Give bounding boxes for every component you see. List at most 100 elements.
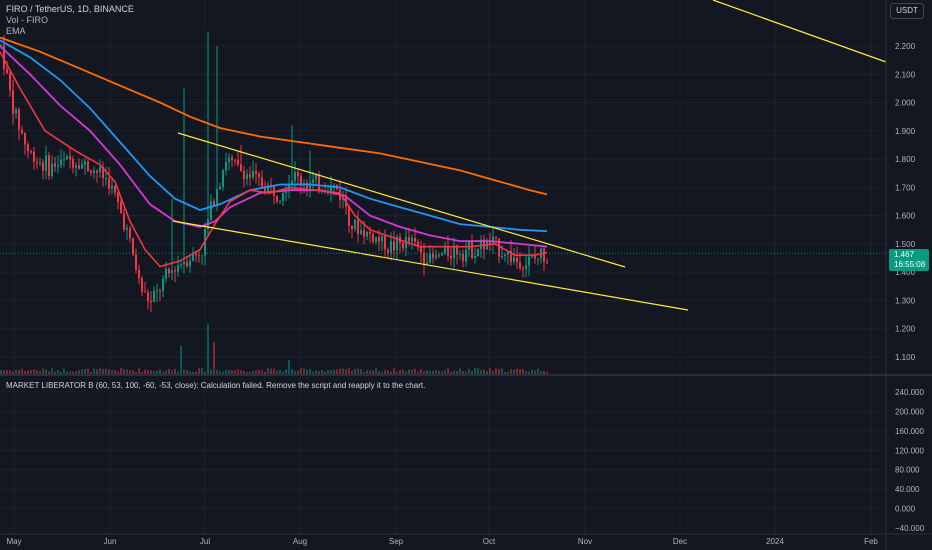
volume-bar bbox=[438, 370, 440, 374]
volume-bar bbox=[282, 371, 284, 374]
candle-body bbox=[126, 227, 128, 230]
volume-bar bbox=[477, 368, 479, 374]
volume-legend[interactable]: Vol - FIRO bbox=[6, 15, 49, 25]
volume-bar bbox=[81, 368, 83, 374]
candle-body bbox=[141, 278, 143, 292]
candle-body bbox=[435, 255, 437, 259]
volume-bar bbox=[84, 369, 86, 374]
candle-body bbox=[24, 133, 26, 145]
candle-body bbox=[21, 129, 23, 134]
candle-body bbox=[201, 255, 203, 257]
volume-bar bbox=[408, 369, 410, 374]
candle-body bbox=[165, 268, 167, 279]
volume-bar bbox=[174, 368, 176, 374]
candle-body bbox=[267, 184, 269, 192]
volume-bar bbox=[348, 368, 350, 374]
candle-body bbox=[171, 270, 173, 274]
volume-bar bbox=[513, 369, 515, 374]
candle-body bbox=[456, 245, 458, 255]
candle-body bbox=[240, 164, 242, 171]
indicator-tick-label: 240.000 bbox=[895, 388, 924, 397]
time-tick-label: Nov bbox=[578, 537, 592, 546]
time-tick-label: Jul bbox=[200, 537, 210, 546]
volume-bar bbox=[540, 371, 542, 374]
candle-body bbox=[51, 163, 53, 177]
candle-body bbox=[225, 162, 227, 171]
volume-bar bbox=[378, 371, 380, 374]
candle-body bbox=[228, 157, 230, 163]
price-tick-label: 1.200 bbox=[895, 325, 916, 334]
volume-bar bbox=[120, 368, 122, 374]
candle-body bbox=[402, 243, 404, 249]
candle-body bbox=[162, 278, 164, 291]
volume-bar bbox=[45, 369, 47, 374]
volume-bar bbox=[225, 369, 227, 374]
volume-bar bbox=[72, 371, 74, 374]
volume-bar bbox=[465, 371, 467, 374]
volume-bar bbox=[546, 371, 548, 374]
volume-bar bbox=[135, 371, 137, 374]
volume-bar bbox=[228, 370, 230, 374]
price-tick-label: 1.300 bbox=[895, 296, 916, 305]
indicator-tick-label: 120.000 bbox=[895, 446, 924, 455]
volume-bar bbox=[489, 368, 491, 374]
candle-body bbox=[150, 301, 152, 303]
volume-bar bbox=[3, 370, 5, 374]
candle-body bbox=[111, 185, 113, 189]
volume-bar bbox=[522, 368, 524, 374]
lower-trendline bbox=[172, 220, 689, 311]
candle-body bbox=[279, 200, 281, 202]
candle-body bbox=[84, 161, 86, 165]
volume-bar bbox=[363, 371, 365, 374]
volume-bar bbox=[345, 369, 347, 374]
trendlines[interactable] bbox=[172, 0, 887, 311]
volume-bar bbox=[507, 371, 509, 374]
indicator-tick-label: 80.000 bbox=[895, 466, 920, 475]
candle-body bbox=[420, 246, 422, 253]
volume-bar bbox=[327, 369, 329, 374]
ema-mid-line bbox=[0, 45, 548, 248]
volume-bar bbox=[111, 370, 113, 374]
candle-body bbox=[525, 265, 527, 269]
volume-bar bbox=[75, 371, 77, 374]
volume-bar bbox=[57, 370, 59, 374]
candle-body bbox=[63, 159, 65, 161]
candle-body bbox=[147, 292, 149, 302]
volume-bar bbox=[423, 371, 425, 374]
candle-body bbox=[285, 190, 287, 194]
volume-bar bbox=[132, 370, 134, 374]
volume-bar bbox=[303, 368, 305, 374]
symbol-title[interactable]: FIRO / TetherUS, 1D, BINANCE bbox=[6, 4, 134, 14]
volume-bar bbox=[333, 369, 335, 374]
ema-legend[interactable]: EMA bbox=[6, 26, 26, 36]
volume-bar bbox=[312, 371, 314, 374]
candle-body bbox=[90, 171, 92, 173]
candle-body bbox=[510, 251, 512, 262]
volume-bar bbox=[405, 371, 407, 374]
candle-body bbox=[450, 255, 452, 259]
volume-bar bbox=[291, 368, 293, 374]
candle-body bbox=[495, 236, 497, 239]
volume-bar bbox=[435, 369, 437, 374]
volume-bar bbox=[486, 370, 488, 374]
currency-button[interactable]: USDT bbox=[890, 3, 924, 19]
candle-body bbox=[375, 237, 377, 242]
volume-bar bbox=[330, 370, 332, 374]
volume-bar bbox=[273, 368, 275, 374]
candle-body bbox=[291, 180, 293, 185]
price-tick-label: 1.600 bbox=[895, 212, 916, 221]
volume-bar bbox=[315, 370, 317, 374]
candle-body bbox=[18, 109, 20, 130]
candle-body bbox=[546, 261, 548, 263]
volume-bar bbox=[411, 369, 413, 374]
price-tick-label: 2.200 bbox=[895, 42, 916, 51]
candle-body bbox=[381, 235, 383, 242]
volume-bar bbox=[93, 368, 95, 374]
volume-bar bbox=[300, 368, 302, 374]
volume-bar bbox=[129, 370, 131, 374]
candle-body bbox=[528, 256, 530, 266]
volume-bar bbox=[294, 371, 296, 374]
